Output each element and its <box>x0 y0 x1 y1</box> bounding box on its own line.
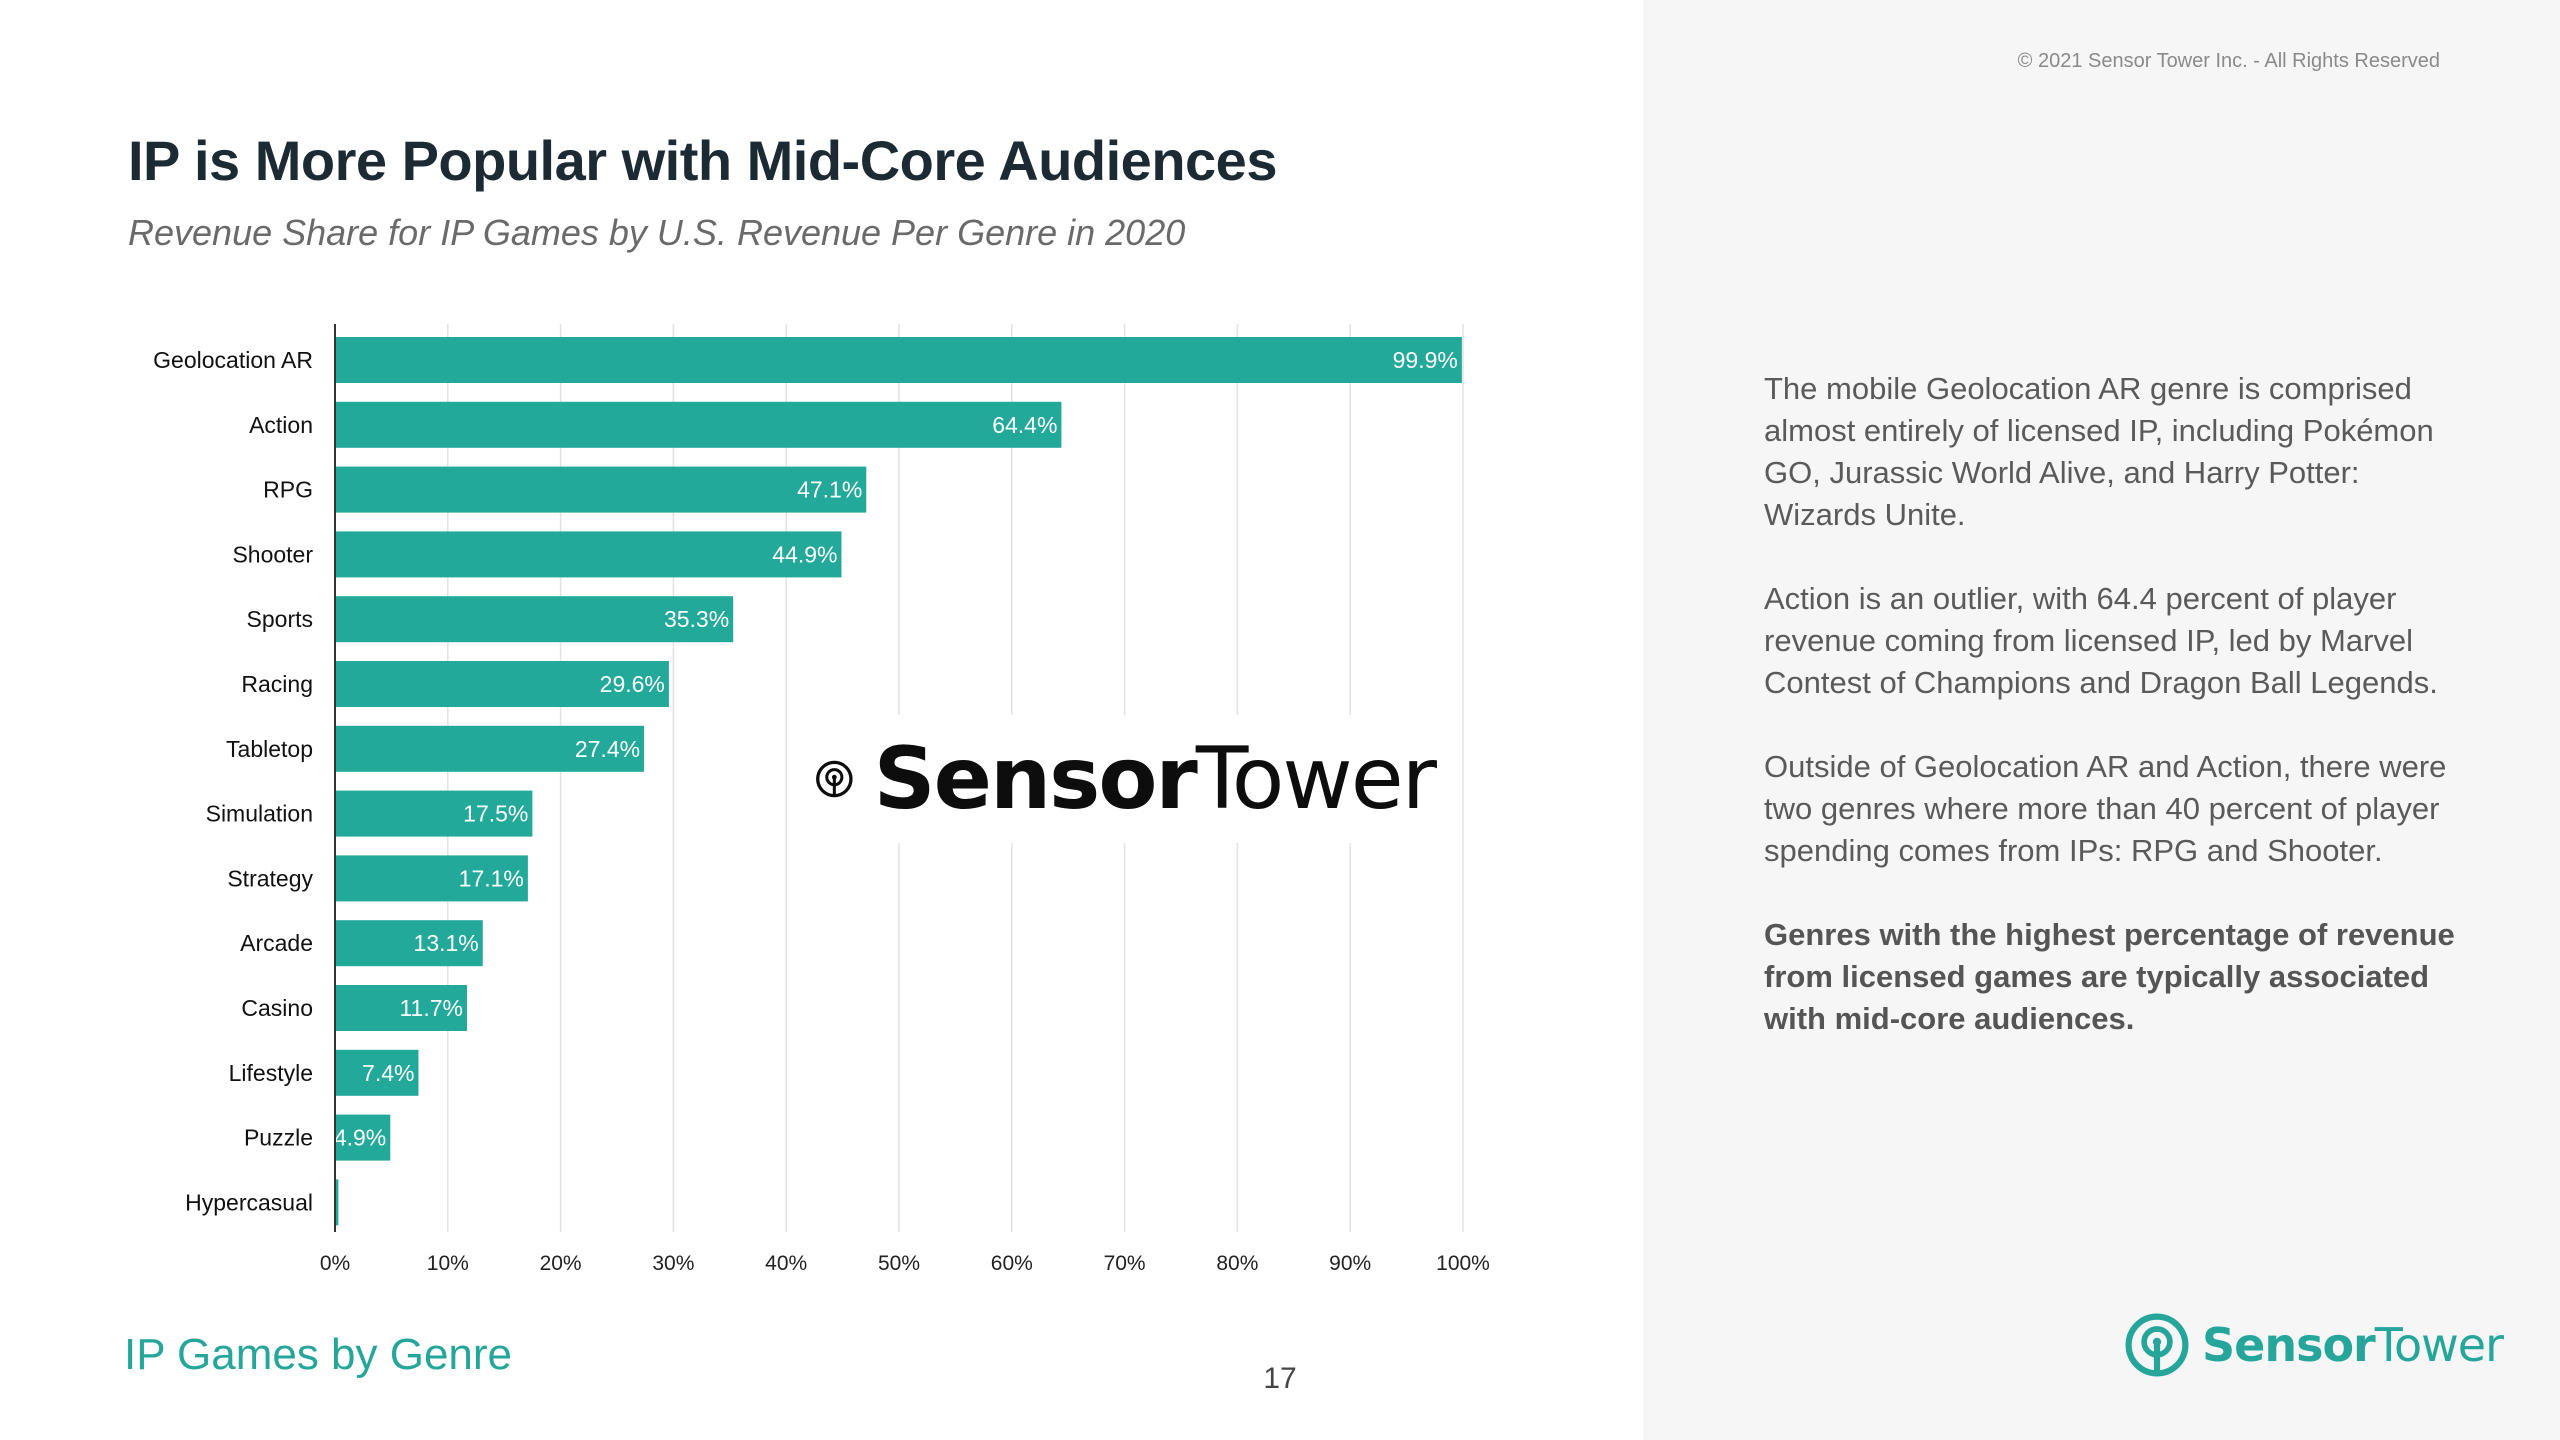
category-label: Shooter <box>232 541 313 567</box>
bar <box>335 661 669 707</box>
value-label: 17.5% <box>463 801 528 827</box>
x-tick-label: 40% <box>765 1252 807 1275</box>
page-title: IP is More Popular with Mid-Core Audienc… <box>128 129 1277 192</box>
right-panel <box>1643 0 2560 1440</box>
x-tick-label: 30% <box>652 1252 694 1275</box>
value-label: 99.9% <box>1393 347 1458 373</box>
value-label: 11.7% <box>399 995 463 1021</box>
insight-paragraph: Outside of Geolocation AR and Action, th… <box>1764 749 2447 868</box>
bar <box>335 1114 391 1161</box>
value-label: 44.9% <box>772 541 837 567</box>
bar <box>335 920 483 967</box>
sensor-tower-logo-icon <box>816 760 853 798</box>
bar <box>335 401 1062 448</box>
bar <box>335 531 842 578</box>
category-label: RPG <box>263 477 313 503</box>
sensor-tower-watermark: SensorTower <box>815 715 1437 843</box>
bar <box>335 985 467 1031</box>
value-label: 47.1% <box>797 477 862 503</box>
bar <box>335 466 867 513</box>
category-label: Hypercasual <box>185 1189 313 1215</box>
insight-paragraph: The mobile Geolocation AR genre is compr… <box>1764 371 2434 532</box>
x-tick-label: 50% <box>878 1252 920 1275</box>
x-tick-label: 70% <box>1104 1252 1146 1275</box>
bar <box>335 596 734 643</box>
value-label: 29.6% <box>600 671 665 697</box>
bar <box>335 1179 339 1226</box>
value-label: 13.1% <box>414 930 479 956</box>
category-label: Puzzle <box>244 1125 313 1151</box>
bar <box>335 855 528 902</box>
category-label: Strategy <box>227 865 313 891</box>
bar <box>335 337 1462 383</box>
sensor-tower-logo-icon <box>2125 1313 2189 1377</box>
footer-section-title: IP Games by Genre <box>124 1330 513 1379</box>
footer-wordmark: SensorTower <box>2202 1318 2504 1372</box>
bar <box>335 725 645 772</box>
chart-subtitle: Revenue Share for IP Games by U.S. Reven… <box>128 212 1186 253</box>
chart-canvas: 0% 10% 20% 30% 40% 50% 60% 70% 80% 90% 100% Geoloca… <box>153 324 1490 1275</box>
category-label: Lifestyle <box>229 1060 313 1086</box>
category-label: Simulation <box>206 801 313 827</box>
x-tick-label: 80% <box>1216 1252 1258 1275</box>
category-label: Sports <box>247 606 313 632</box>
category-label: Arcade <box>240 930 313 956</box>
value-label: 35.3% <box>664 606 729 632</box>
bar-chart: 0% 10% 20% 30% 40% 50% 60% 70% 80% 90% 100% Geoloca… <box>0 300 1600 1295</box>
x-tick-label: 0% <box>320 1252 350 1275</box>
copyright-notice: © 2021 Sensor Tower Inc. - All Rights Re… <box>2017 50 2440 72</box>
category-label: Tabletop <box>226 736 313 762</box>
footer-logo: SensorTower <box>2124 1310 2504 1380</box>
x-tick-label: 100% <box>1436 1252 1490 1275</box>
category-label: Casino <box>241 995 313 1021</box>
bar <box>335 790 533 837</box>
value-label: 27.4% <box>575 736 640 762</box>
insight-paragraph: Action is an outlier, with 64.4 percent … <box>1764 581 2438 700</box>
x-tick-label: 20% <box>540 1252 582 1275</box>
watermark-wordmark: SensorTower <box>873 729 1437 829</box>
value-label: 7.4% <box>362 1060 414 1086</box>
insight-conclusion: Genres with the highest percentage of re… <box>1764 917 2455 1036</box>
category-label: Action <box>249 412 313 438</box>
x-tick-label: 60% <box>991 1252 1033 1275</box>
value-label: 17.1% <box>459 865 524 891</box>
x-tick-label: 10% <box>427 1252 469 1275</box>
x-tick-label: 90% <box>1329 1252 1371 1275</box>
bar <box>335 1049 419 1096</box>
page-number: 17 <box>1263 1362 1297 1395</box>
insight-text: The mobile Geolocation AR genre is compr… <box>1764 368 2464 1082</box>
value-label: 64.4% <box>992 412 1057 438</box>
value-label: 4.9% <box>334 1125 386 1151</box>
category-label: Geolocation AR <box>153 347 313 373</box>
category-label: Racing <box>241 671 313 697</box>
